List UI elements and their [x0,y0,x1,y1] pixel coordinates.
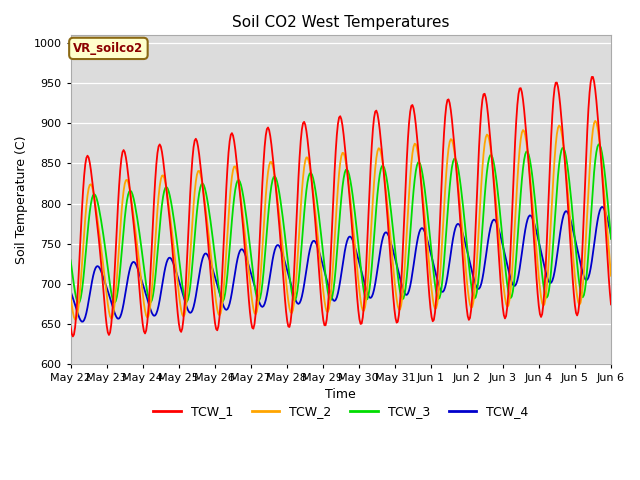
TCW_3 [607,236,615,242]
TCW_4 [370,287,378,292]
TCW_3 [236,179,244,184]
TCW_1 [465,317,473,323]
TCW_1 [296,154,303,160]
Y-axis label: Soil Temperature (C): Soil Temperature (C) [15,135,28,264]
X-axis label: Time: Time [325,388,356,401]
TCW_3 [465,262,473,267]
Line: TCW_3: TCW_3 [70,144,611,303]
TCW_1 [588,74,596,80]
TCW_2 [591,118,599,124]
Text: VR_soilco2: VR_soilco2 [74,42,143,55]
Title: Soil CO2 West Temperatures: Soil CO2 West Temperatures [232,15,449,30]
TCW_4 [598,204,606,210]
TCW_1 [396,300,404,305]
TCW_3 [396,289,404,295]
TCW_3 [296,268,303,274]
TCW_3 [67,257,74,263]
TCW_1 [236,190,244,195]
TCW_1 [370,115,378,120]
TCW_2 [559,135,566,141]
TCW_4 [607,232,615,238]
TCW_4 [296,300,303,306]
TCW_1 [559,128,566,134]
TCW_2 [465,295,473,301]
TCW_4 [67,288,74,294]
TCW_2 [67,293,74,299]
TCW_2 [71,317,79,323]
TCW_3 [559,145,566,151]
TCW_3 [595,142,602,147]
TCW_2 [396,307,404,312]
TCW_1 [607,301,615,307]
TCW_4 [396,276,404,281]
TCW_1 [69,334,77,339]
TCW_2 [370,180,378,185]
TCW_1 [67,324,74,329]
TCW_3 [370,234,378,240]
Line: TCW_4: TCW_4 [70,207,611,322]
Line: TCW_2: TCW_2 [70,121,611,320]
TCW_4 [236,248,244,254]
TCW_4 [559,216,566,222]
Legend: TCW_1, TCW_2, TCW_3, TCW_4: TCW_1, TCW_2, TCW_3, TCW_4 [148,400,533,423]
TCW_4 [78,319,86,324]
TCW_4 [465,255,473,261]
TCW_2 [296,223,303,228]
TCW_2 [236,187,244,192]
Line: TCW_1: TCW_1 [70,77,611,336]
TCW_2 [607,273,615,278]
TCW_3 [75,300,83,306]
